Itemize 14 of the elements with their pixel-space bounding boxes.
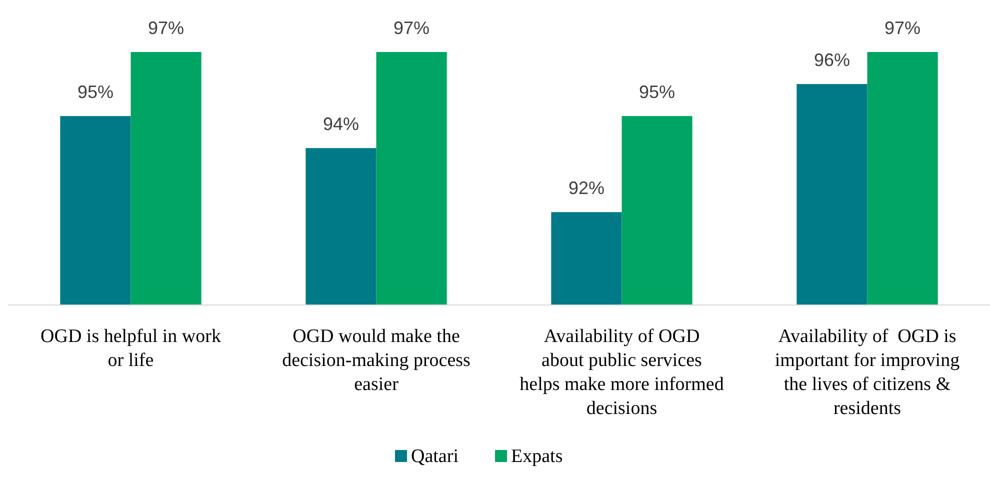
data-label: 95% (639, 82, 676, 102)
data-label: 94% (322, 114, 359, 134)
data-label: 95% (77, 82, 114, 102)
data-label: 96% (814, 50, 850, 70)
x-tick-label: OGD is helpful in work or life (40, 326, 222, 371)
data-label: 97% (148, 18, 184, 38)
legend-label: Expats (511, 446, 563, 467)
legend-label: Qatari (411, 446, 458, 467)
data-label: 97% (884, 18, 921, 38)
x-tick-label: Availability of OGD is important for improving the lives of citizens & residents (774, 326, 960, 419)
x-tick-label: Availability of OGD about public services helps make more informed decisions (520, 326, 724, 419)
x-tick-label: OGD would make the decision-making process easier (282, 326, 470, 395)
data-label: 92% (568, 178, 604, 198)
data-label: 97% (394, 18, 430, 38)
